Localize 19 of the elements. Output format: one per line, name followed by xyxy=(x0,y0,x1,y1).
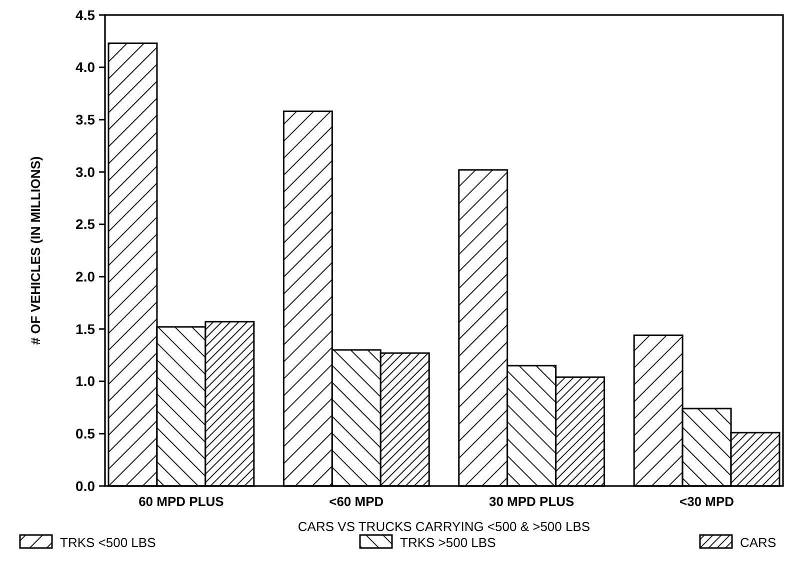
y-tick-label: 4.0 xyxy=(76,59,96,76)
y-tick-label: 1.0 xyxy=(76,373,96,390)
x-tick-label: 60 MPD PLUS xyxy=(138,494,224,509)
y-tick-label: 0.0 xyxy=(76,478,96,494)
y-axis-title: # OF VEHICLES (IN MILLIONS) xyxy=(28,156,43,345)
y-tick-label: 3.0 xyxy=(76,164,96,180)
x-tick-label: <60 MPD xyxy=(329,494,384,509)
y-tick-label: 4.5 xyxy=(76,6,96,23)
y-tick-label: 2.0 xyxy=(76,268,96,285)
legend-label: TRKS <500 LBS xyxy=(60,534,156,550)
x-tick-label: <30 MPD xyxy=(680,494,734,509)
x-axis-title: CARS VS TRUCKS CARRYING <500 & >500 LBS xyxy=(298,519,590,534)
y-tick-label: 0.5 xyxy=(76,426,96,442)
y-tick-label: 1.5 xyxy=(76,320,96,337)
x-tick-label: 30 MPD PLUS xyxy=(488,494,575,509)
legend-label: TRKS >500 LBS xyxy=(400,534,496,550)
y-tick-label: 2.5 xyxy=(76,216,96,232)
legend-label: CARS xyxy=(740,534,776,550)
y-tick-label: 3.5 xyxy=(76,112,96,128)
